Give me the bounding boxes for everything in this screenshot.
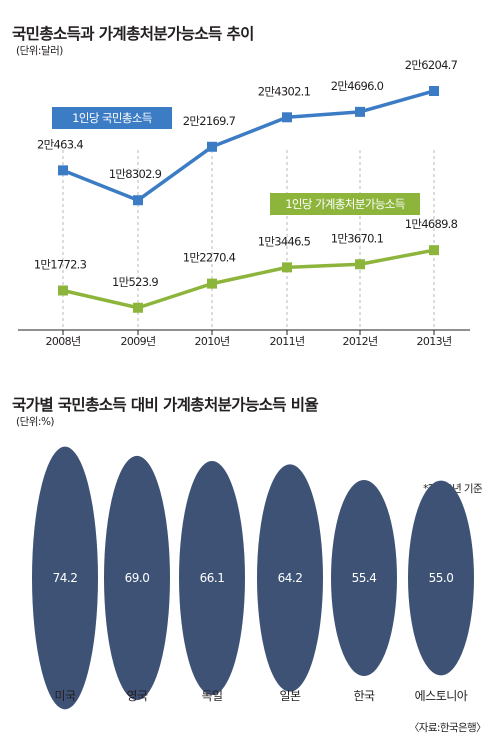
data-label: 2만4302.1	[258, 84, 311, 98]
ratio-ellipse	[179, 461, 245, 695]
ratio-ellipse	[104, 455, 170, 701]
x-tick-label: 2013년	[416, 335, 451, 348]
data-label: 2만4696.0	[331, 79, 384, 93]
ratio-value-label: 55.0	[429, 571, 454, 585]
data-point	[355, 259, 365, 270]
line-chart-unit: (단위:달러)	[16, 45, 63, 57]
disposable-series-line	[62, 248, 435, 310]
country-label: 한국	[353, 689, 375, 703]
data-point	[207, 278, 217, 289]
country-label: 일본	[279, 689, 301, 703]
ratio-value-label: 66.1	[200, 571, 225, 585]
legend-label: 1인당 국민총소득	[72, 111, 152, 125]
gni-legend: 1인당 국민총소득	[52, 107, 172, 129]
x-tick-label: 2008년	[45, 335, 80, 348]
x-tick-label: 2010년	[194, 335, 229, 348]
line-chart-title: 국민총소득과 가계총처분가능소득 추이	[12, 25, 254, 43]
ratio-value-label: 69.0	[125, 571, 150, 585]
data-label: 1만4689.8	[405, 217, 458, 231]
country-label: 영국	[126, 689, 148, 703]
data-label: 2만463.4	[37, 137, 83, 151]
data-label: 1만2270.4	[183, 251, 236, 265]
ratio-ellipse	[408, 480, 474, 676]
legend-box	[270, 193, 420, 215]
data-label: 1만1772.3	[34, 258, 87, 272]
x-tick-label: 2009년	[120, 335, 155, 348]
data-point	[282, 112, 292, 123]
data-point	[58, 165, 68, 176]
ratio-chart-title: 국가별 국민총소득 대비 가계총처분가능소득 비율	[12, 396, 319, 414]
x-tick-label: 2012년	[342, 335, 377, 348]
disposable-legend: 1인당 가계총처분가능소득	[270, 193, 420, 215]
legend-label: 1인당 가계총처분가능소득	[285, 197, 405, 211]
data-point	[355, 106, 365, 117]
ratio-value-label: 55.4	[352, 571, 377, 585]
country-label: 에스토니아	[415, 689, 468, 703]
source-label: 〈자료:한국은행〉	[408, 722, 487, 734]
ratio-value-label: 74.2	[53, 571, 78, 585]
data-point	[429, 85, 439, 96]
ratio-ellipse	[32, 446, 98, 710]
country-label: 독일	[201, 689, 222, 703]
country-label: 미국	[54, 689, 76, 703]
data-label: 1만523.9	[112, 275, 158, 289]
data-point	[429, 245, 439, 256]
legend-box	[52, 107, 172, 129]
data-point	[282, 262, 292, 273]
line-chart: 2008년 2009년 2010년 2011년 2012년 2013년 2만463.4 1만8…	[18, 58, 470, 348]
data-point	[133, 302, 143, 313]
data-point	[133, 195, 143, 206]
ratio-chart-unit: (단위:%)	[16, 416, 55, 428]
data-label: 1만3670.1	[331, 231, 384, 245]
gni-series-line	[62, 89, 435, 202]
data-label: 2만6204.7	[405, 58, 458, 72]
data-point	[58, 285, 68, 296]
ratio-value-label: 64.2	[278, 571, 303, 585]
ratio-ellipse	[331, 479, 397, 677]
data-label: 1만8302.9	[109, 167, 162, 181]
ratio-ellipse	[257, 464, 323, 692]
data-point	[207, 141, 217, 152]
data-label: 2만2169.7	[183, 114, 236, 128]
data-label: 1만3446.5	[258, 234, 311, 248]
x-tick-label: 2011년	[269, 335, 304, 348]
